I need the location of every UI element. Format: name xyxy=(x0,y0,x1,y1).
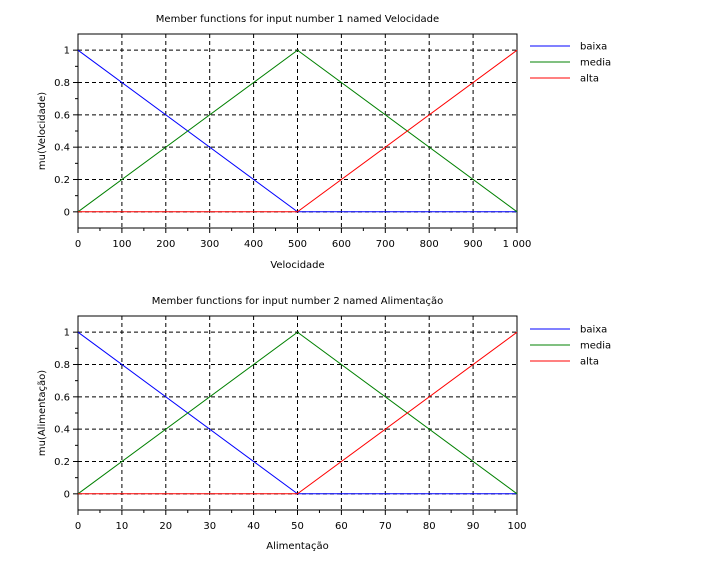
y-axis-label: mu(Velocidade) xyxy=(37,92,48,170)
x-axis-label: Velocidade xyxy=(270,260,324,271)
x-tick-label: 400 xyxy=(244,239,263,250)
series-line-media xyxy=(77,331,518,495)
y-tick-label: 0.6 xyxy=(54,392,70,403)
x-tick-label: 50 xyxy=(291,521,304,532)
y-tick-label: 1 xyxy=(64,328,70,339)
x-tick-label: 30 xyxy=(203,521,216,532)
y-tick-label: 0.2 xyxy=(54,457,70,468)
x-tick-label: 10 xyxy=(116,521,129,532)
series-line-alta xyxy=(78,331,518,495)
chart-title: Member functions for input number 2 name… xyxy=(152,296,443,307)
x-tick-label: 200 xyxy=(156,239,175,250)
legend-label-baixa: baixa xyxy=(580,325,607,336)
chart-title: Member functions for input number 1 name… xyxy=(156,14,439,25)
y-tick-label: 0.8 xyxy=(54,360,70,371)
x-tick-label: 40 xyxy=(247,521,260,532)
x-tick-label: 100 xyxy=(112,239,131,250)
x-tick-label: 600 xyxy=(332,239,351,250)
x-tick-label: 900 xyxy=(464,239,483,250)
x-tick-label: 100 xyxy=(507,521,526,532)
legend-label-alta: alta xyxy=(580,74,599,85)
x-tick-label: 500 xyxy=(288,239,307,250)
y-tick-label: 1 xyxy=(64,46,70,57)
x-tick-label: 300 xyxy=(200,239,219,250)
x-tick-label: 90 xyxy=(467,521,480,532)
x-tick-label: 0 xyxy=(75,521,81,532)
legend-label-alta: alta xyxy=(580,357,599,368)
legend-label-baixa: baixa xyxy=(580,42,607,53)
x-tick-label: 20 xyxy=(159,521,172,532)
x-tick-label: 800 xyxy=(420,239,439,250)
y-tick-label: 0.2 xyxy=(54,175,70,186)
y-tick-label: 0.4 xyxy=(54,143,70,154)
y-tick-label: 0.6 xyxy=(54,110,70,121)
x-tick-label: 700 xyxy=(376,239,395,250)
series-line-media xyxy=(77,49,518,213)
y-tick-label: 0 xyxy=(64,207,70,218)
y-tick-label: 0.8 xyxy=(54,78,70,89)
y-tick-label: 0.4 xyxy=(54,425,70,436)
x-tick-label: 1 000 xyxy=(503,239,532,250)
x-tick-label: 0 xyxy=(75,239,81,250)
x-tick-label: 60 xyxy=(335,521,348,532)
x-tick-label: 70 xyxy=(379,521,392,532)
chart-2: Member functions for input number 2 name… xyxy=(37,296,611,552)
y-axis-label: mu(Alimentação) xyxy=(37,370,48,456)
legend-label-media: media xyxy=(580,58,611,69)
chart-1: Member functions for input number 1 name… xyxy=(37,14,611,271)
x-axis-label: Alimentação xyxy=(266,541,328,552)
legend-label-media: media xyxy=(580,341,611,352)
x-tick-label: 80 xyxy=(423,521,436,532)
y-tick-label: 0 xyxy=(64,489,70,500)
series-line-alta xyxy=(78,49,518,213)
